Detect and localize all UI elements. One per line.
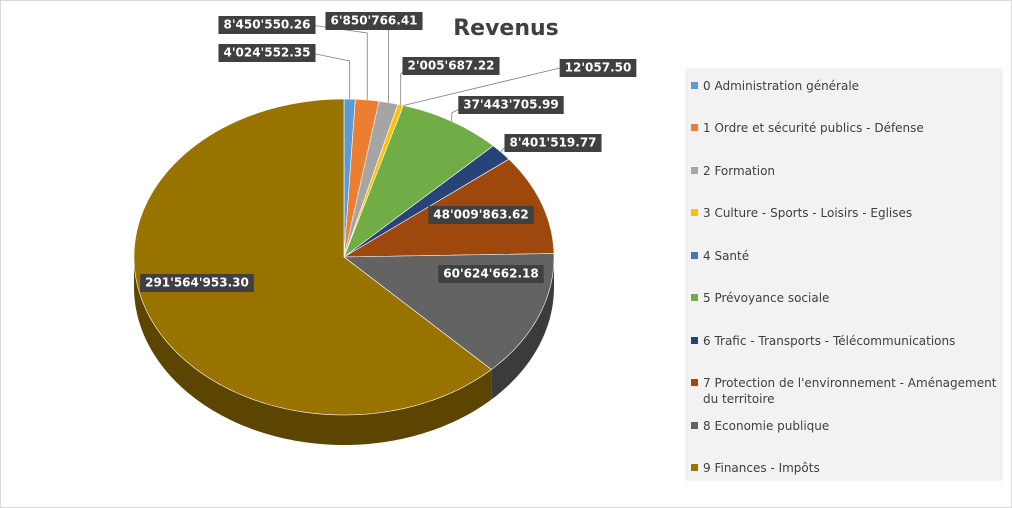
legend-label: 0 Administration générale <box>703 79 860 93</box>
legend-label: 1 Ordre et sécurité publics - Défense <box>703 121 924 135</box>
data-label: 4'024'552.35 <box>223 46 310 60</box>
data-label-box <box>140 274 254 292</box>
data-label-box <box>458 96 564 114</box>
leader-line <box>310 52 351 100</box>
data-label-box <box>325 12 423 30</box>
pie-slice <box>343 145 510 258</box>
legend-swatch <box>691 209 698 216</box>
legend-swatch <box>691 124 698 131</box>
legend-swatch <box>691 252 698 259</box>
data-label: 12'057.50 <box>565 61 632 75</box>
data-label: 2'005'687.22 <box>407 59 494 73</box>
legend-swatch <box>691 337 698 344</box>
legend-item: 1 Ordre et sécurité publics - Défense <box>691 120 999 136</box>
data-label-box <box>402 57 500 75</box>
legend-swatch <box>691 167 698 174</box>
legend-swatch <box>691 82 698 89</box>
legend-label: 9 Finances - Impôts <box>703 461 820 475</box>
data-label: 48'009'863.62 <box>433 208 528 222</box>
slice-side <box>134 257 492 445</box>
legend-label: 6 Trafic - Transports - Télécommunicatio… <box>703 334 956 348</box>
legend-swatch <box>691 379 698 386</box>
legend: 0 Administration générale 1 Ordre et sécu… <box>685 68 1003 481</box>
slice-side <box>491 257 554 400</box>
data-label: 60'624'662.18 <box>443 267 538 281</box>
data-label-box <box>218 16 316 34</box>
legend-item: 6 Trafic - Transports - Télécommunicatio… <box>691 333 999 349</box>
legend-item: 3 Culture - Sports - Loisirs - Eglises <box>691 205 999 221</box>
legend-item: 0 Administration générale <box>691 78 999 94</box>
legend-item: 8 Economie publique <box>691 418 999 434</box>
legend-label: 5 Prévoyance sociale <box>703 291 830 305</box>
data-label: 6'850'766.41 <box>330 14 417 28</box>
legend-item: 2 Formation <box>691 163 999 179</box>
data-label: 8'401'519.77 <box>509 136 596 150</box>
chart-title: Revenus <box>453 16 559 41</box>
legend-swatch <box>691 422 698 429</box>
data-label-box <box>438 265 544 283</box>
legend-item: 9 Finances - Impôts <box>691 460 999 476</box>
legend-label: 2 Formation <box>703 164 776 178</box>
legend-swatch <box>691 294 698 301</box>
legend-label: 4 Santé <box>703 249 750 263</box>
leader-line <box>329 20 389 103</box>
legend-label: 7 Protection de l'environnement - Aménag… <box>703 376 997 406</box>
leader-line <box>310 24 368 100</box>
data-label-box <box>218 44 316 62</box>
legend-item: 7 Protection de l'environnement - Aménag… <box>691 375 999 407</box>
pie-slice <box>133 98 492 416</box>
legend-label: 3 Culture - Sports - Loisirs - Eglises <box>703 206 913 220</box>
data-label: 37'443'705.99 <box>463 98 558 112</box>
leader-line <box>403 67 561 106</box>
legend-swatch <box>691 464 698 471</box>
data-label-box <box>428 206 534 224</box>
legend-item: 5 Prévoyance sociale <box>691 290 999 306</box>
data-label-box <box>504 134 602 152</box>
data-label: 8'450'550.26 <box>223 18 310 32</box>
legend-item: 4 Santé <box>691 248 999 264</box>
data-label-box <box>559 59 637 77</box>
legend-label: 8 Economie publique <box>703 419 830 433</box>
data-label: 291'564'953.30 <box>145 276 249 290</box>
